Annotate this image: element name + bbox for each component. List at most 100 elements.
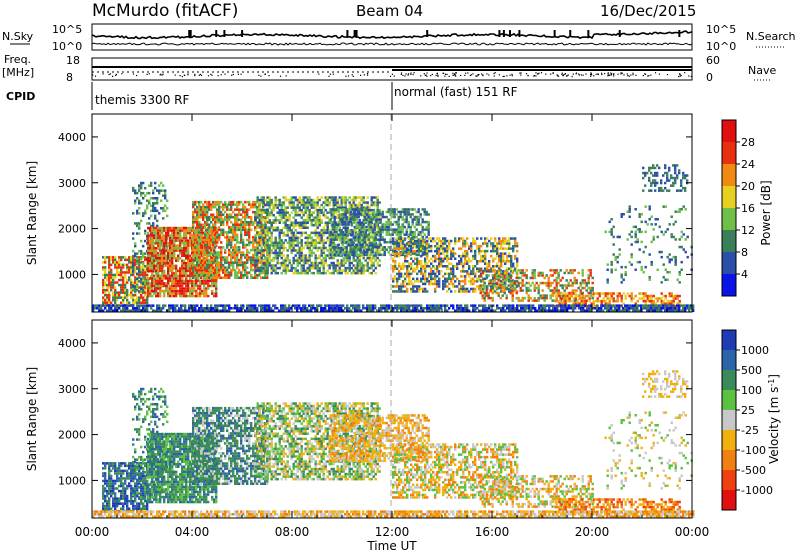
- echo-cell: [234, 223, 237, 226]
- echo-cell: [470, 272, 473, 276]
- echo-cell: [230, 246, 233, 249]
- echo-cell: [398, 270, 401, 273]
- nave-point: [115, 74, 117, 76]
- echo-cell: [179, 272, 182, 275]
- echo-cell: [173, 292, 176, 295]
- echo-cell: [300, 203, 303, 207]
- echo-cell: [230, 203, 233, 206]
- echo-cell: [312, 271, 315, 275]
- echo-cell: [218, 256, 221, 259]
- echo-cell: [200, 238, 203, 242]
- echo-cell: [369, 220, 372, 224]
- echo-cell: [258, 261, 261, 264]
- echo-cell: [236, 203, 239, 206]
- echo-cell: [330, 196, 333, 199]
- echo-cell: [189, 234, 192, 237]
- echo-cell: [171, 239, 174, 242]
- echo-cell: [450, 254, 453, 258]
- echo-cell: [296, 259, 299, 262]
- echo-cell: [272, 221, 275, 224]
- echo-cell: [185, 287, 188, 290]
- echo-cell: [347, 253, 350, 257]
- echo-cell: [114, 266, 117, 269]
- echo-cell: [397, 215, 400, 219]
- echo-cell: [136, 260, 139, 263]
- echo-cell: [372, 196, 375, 199]
- nave-point: [181, 76, 183, 78]
- nave-point: [552, 72, 554, 74]
- echo-cell: [256, 269, 259, 272]
- echo-cell: [134, 244, 137, 248]
- echo-cell: [398, 285, 401, 288]
- echo-cell: [328, 271, 331, 275]
- echo-cell: [220, 253, 223, 257]
- echo-cell: [162, 189, 165, 192]
- echo-cell: [148, 217, 151, 220]
- echo-cell: [196, 218, 199, 221]
- echo-cell: [318, 261, 321, 265]
- echo-cell: [361, 253, 364, 257]
- echo-cell: [356, 221, 359, 224]
- echo-cell: [452, 267, 455, 270]
- echo-cell: [270, 208, 273, 212]
- echo-cell: [228, 203, 231, 206]
- echo-cell: [375, 230, 378, 234]
- echo-cell: [416, 285, 419, 288]
- nave-point: [121, 73, 123, 75]
- echo-cell: [252, 223, 255, 226]
- echo-cell: [344, 261, 347, 265]
- echo-cell: [406, 270, 409, 273]
- echo-cell: [414, 290, 417, 293]
- echo-cell: [425, 220, 428, 224]
- echo-cell: [268, 201, 271, 204]
- echo-cell: [262, 231, 265, 235]
- echo-cell: [478, 247, 481, 250]
- echo-cell: [478, 270, 481, 273]
- nave-point: [608, 74, 610, 76]
- echo-cell: [200, 266, 203, 269]
- echo-cell: [114, 298, 117, 302]
- echo-cell: [260, 211, 263, 214]
- echo-cell: [254, 236, 257, 240]
- echo-cell: [410, 247, 413, 250]
- echo-cell: [177, 257, 180, 260]
- echo-cell: [350, 261, 353, 265]
- echo-cell: [401, 230, 404, 234]
- echo-cell: [163, 236, 166, 240]
- echo-cell: [392, 237, 395, 240]
- echo-cell: [114, 261, 117, 264]
- echo-cell: [304, 203, 307, 207]
- echo-cell: [222, 221, 225, 224]
- echo-cell: [404, 257, 407, 260]
- echo-cell: [284, 226, 287, 229]
- echo-cell: [232, 200, 235, 204]
- echo-cell: [157, 234, 160, 237]
- echo-cell: [450, 262, 453, 265]
- echo-cell: [171, 231, 174, 235]
- echo-cell: [414, 262, 417, 265]
- echo-cell: [402, 262, 405, 265]
- echo-cell: [486, 265, 489, 268]
- echo-cell: [144, 265, 147, 268]
- echo-cell: [191, 292, 194, 295]
- echo-cell: [216, 241, 219, 244]
- echo-cell: [215, 294, 218, 298]
- freq-label-1: Freq.: [4, 53, 31, 66]
- echo-cell: [410, 244, 413, 248]
- echo-cell: [256, 211, 259, 214]
- echo-cell: [187, 254, 190, 257]
- echo-cell: [211, 279, 214, 283]
- echo-cell: [204, 231, 207, 234]
- echo-cell: [254, 253, 257, 257]
- echo-cell: [436, 280, 439, 283]
- echo-cell: [260, 196, 263, 199]
- echo-cell: [162, 209, 165, 213]
- nave-point: [647, 75, 649, 77]
- echo-cell: [213, 279, 216, 283]
- echo-cell: [138, 296, 141, 299]
- echo-cell: [252, 243, 255, 247]
- echo-cell: [284, 213, 287, 217]
- echo-cell: [122, 281, 125, 284]
- echo-cell: [216, 266, 219, 269]
- nave-point: [217, 75, 219, 77]
